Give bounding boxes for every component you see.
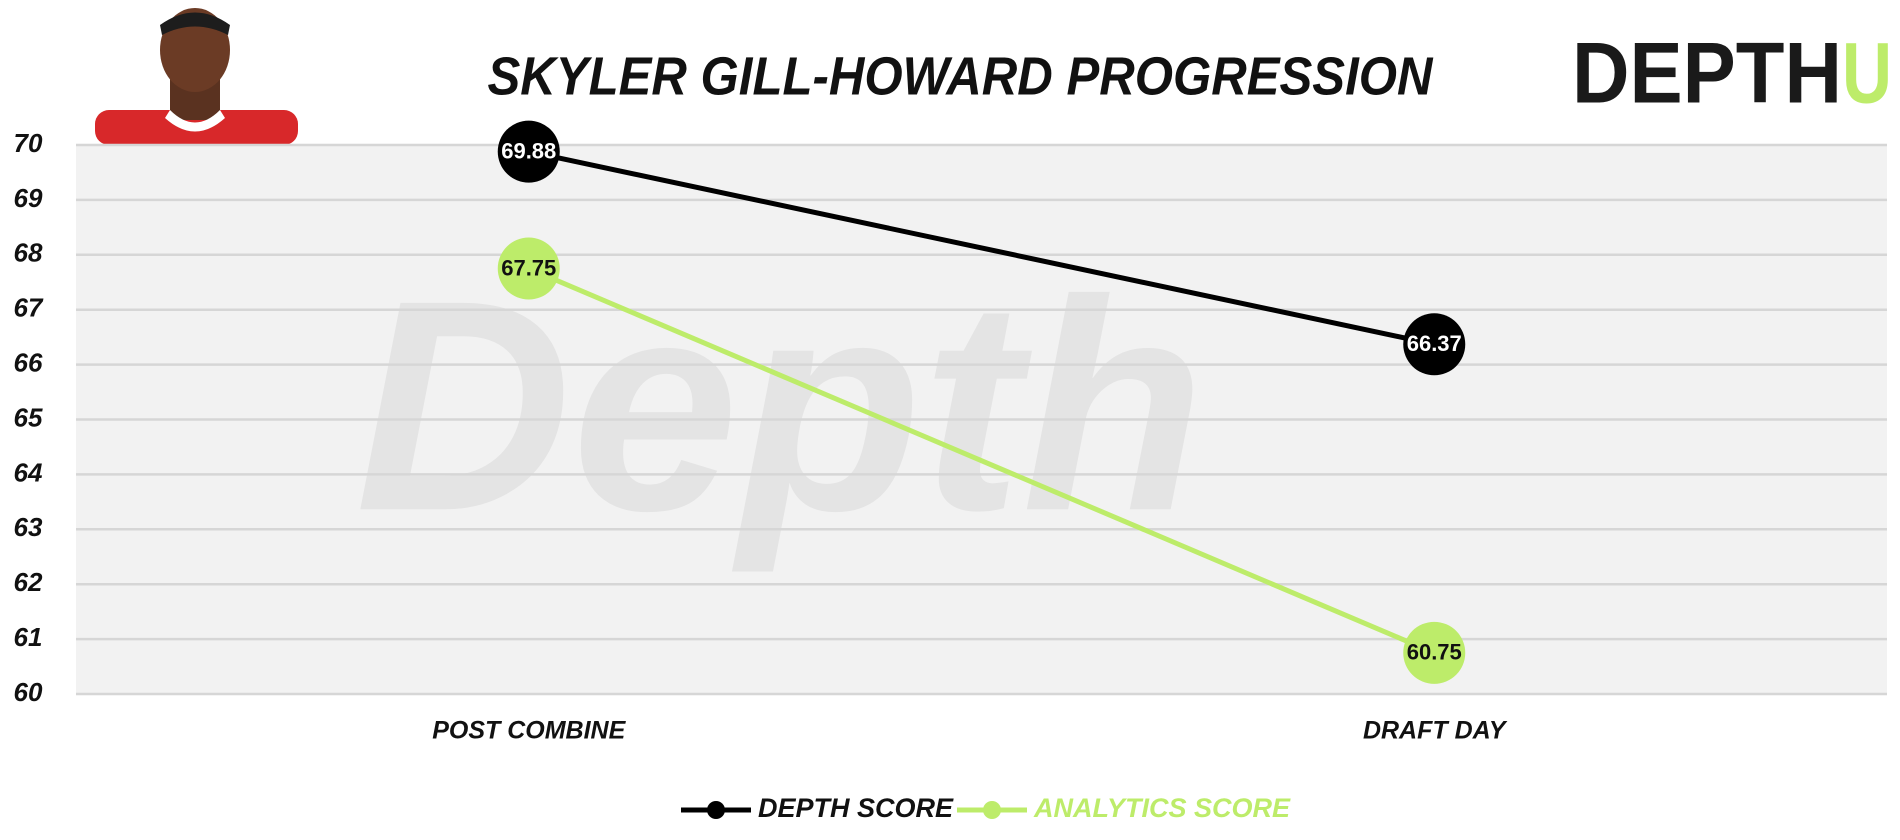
logo-accent: U bbox=[1842, 26, 1892, 122]
value-label: 66.37 bbox=[1407, 331, 1462, 356]
y-tick-label: 65 bbox=[14, 402, 43, 432]
logo-text: DEPTH bbox=[1572, 26, 1842, 122]
legend-dot bbox=[983, 801, 1001, 819]
series-line bbox=[528, 149, 1435, 347]
y-tick-label: 60 bbox=[14, 677, 43, 707]
point bbox=[1403, 621, 1466, 684]
x-tick-label: DRAFT DAY bbox=[1363, 717, 1508, 745]
legend-dot bbox=[707, 801, 725, 819]
value-label: 69.88 bbox=[501, 138, 556, 163]
chart-title: SKYLER GILL-HOWARD PROGRESSION bbox=[488, 46, 1434, 106]
x-tick-label: POST COMBINE bbox=[432, 717, 626, 745]
y-tick-label: 62 bbox=[14, 567, 43, 597]
player-photo bbox=[95, 8, 298, 145]
y-tick-label: 61 bbox=[14, 622, 43, 652]
y-tick-label: 67 bbox=[14, 293, 44, 323]
point bbox=[497, 237, 560, 300]
y-tick-label: 69 bbox=[14, 183, 43, 213]
point bbox=[1403, 313, 1466, 376]
y-tick-label: 64 bbox=[14, 457, 43, 487]
watermark: Depth bbox=[355, 237, 1205, 575]
y-tick-label: 70 bbox=[14, 128, 43, 158]
value-label: 60.75 bbox=[1407, 640, 1462, 665]
legend-label: ANALYTICS SCORE bbox=[1033, 793, 1291, 823]
legend-label: DEPTH SCORE bbox=[758, 793, 954, 823]
y-tick-label: 63 bbox=[14, 512, 43, 542]
y-tick-label: 66 bbox=[14, 347, 43, 377]
y-tick-label: 68 bbox=[14, 238, 43, 268]
series-line bbox=[527, 266, 1436, 656]
point bbox=[497, 120, 560, 183]
value-label: 67.75 bbox=[501, 255, 556, 280]
